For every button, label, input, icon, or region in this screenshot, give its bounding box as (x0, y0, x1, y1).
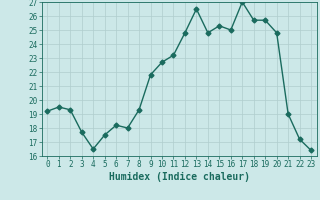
X-axis label: Humidex (Indice chaleur): Humidex (Indice chaleur) (109, 172, 250, 182)
